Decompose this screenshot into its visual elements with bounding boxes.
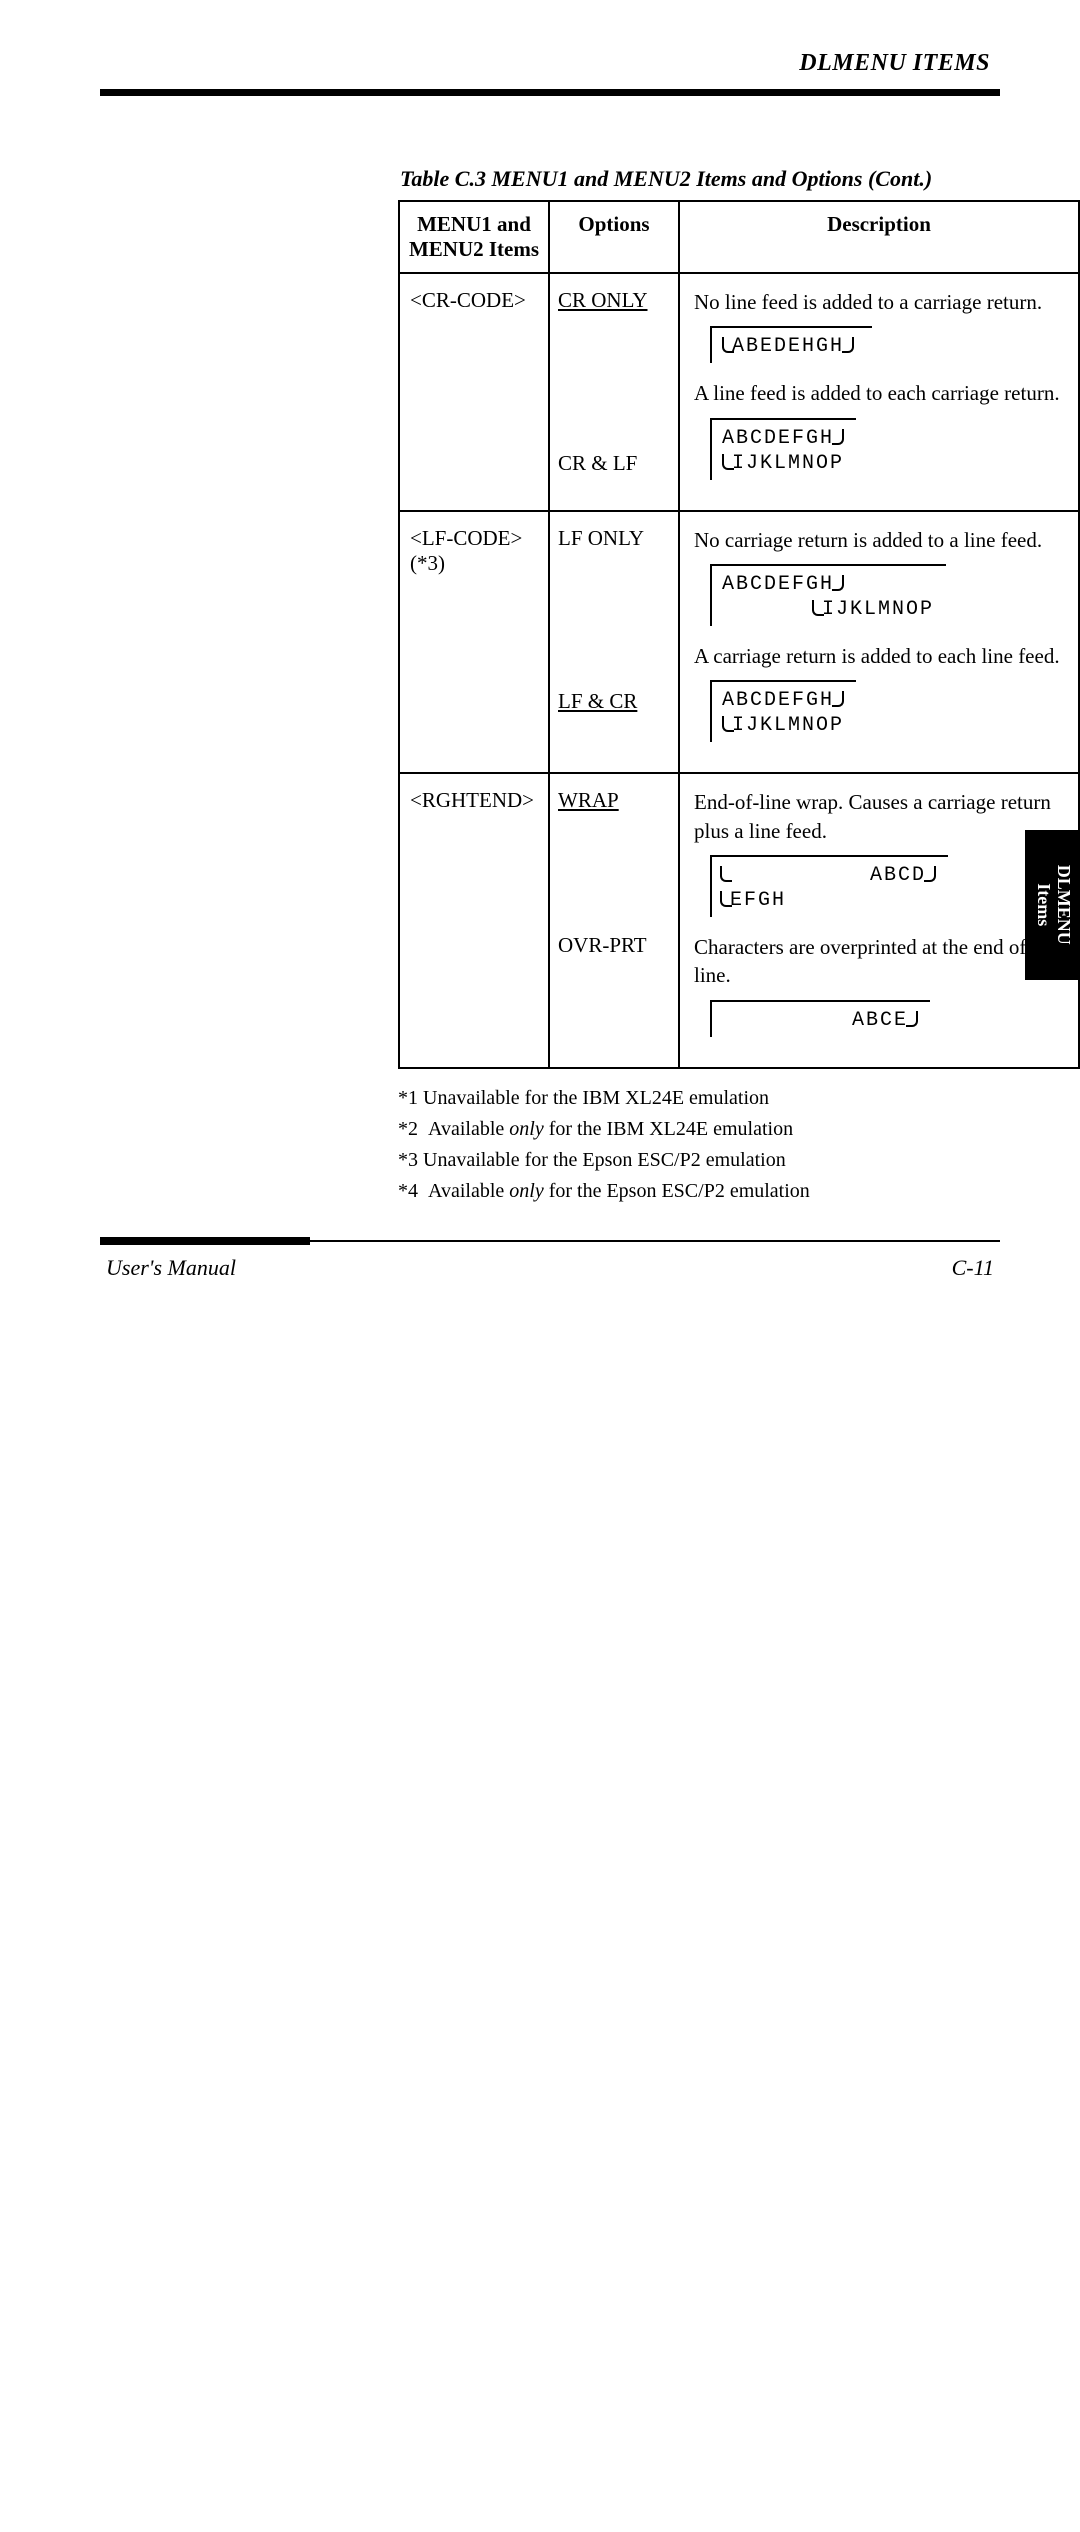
footer-left: User's Manual — [106, 1255, 236, 1281]
figure-text: ABCE — [722, 1008, 918, 1033]
table-row: <RGHTEND> WRAP OVR-PRT End-of-line wrap.… — [399, 773, 1079, 1067]
example-figure: ABCDEFGH IJKLMNOP — [710, 680, 856, 742]
side-tab: DLMENU Items — [1025, 830, 1080, 980]
footnote: *1 Unavailable for the IBM XL24E emulati… — [398, 1083, 1000, 1114]
col-header-items-l2: MENU2 Items — [409, 237, 539, 261]
description-cell: No carriage return is added to a line fe… — [679, 511, 1079, 774]
table-row: <CR-CODE> CR ONLY CR & LF No line feed i… — [399, 273, 1079, 511]
col-header-options: Options — [549, 201, 679, 273]
menu-options-table: MENU1 and MENU2 Items Options Descriptio… — [398, 200, 1080, 1069]
footnote: *2 Available only for the IBM XL24E emul… — [398, 1114, 1000, 1145]
options-cell: LF ONLY LF & CR — [549, 511, 679, 774]
option-description: No carriage return is added to a line fe… — [694, 526, 1066, 554]
option-label: WRAP — [558, 788, 619, 812]
item-name: <CR-CODE> — [410, 288, 526, 312]
table-row: <LF-CODE> (*3) LF ONLY LF & CR No carria… — [399, 511, 1079, 774]
footnote: *3 Unavailable for the Epson ESC/P2 emul… — [398, 1145, 1000, 1176]
option-description: A carriage return is added to each line … — [694, 642, 1066, 670]
option-label: CR & LF — [558, 451, 637, 475]
example-figure: ABEDEHGH — [710, 326, 872, 363]
option-description: A line feed is added to each carriage re… — [694, 379, 1066, 407]
document-page: DLMENU ITEMS Table C.3 MENU1 and MENU2 I… — [0, 0, 1080, 1400]
option-label: CR ONLY — [558, 288, 648, 312]
item-cell: <RGHTEND> — [399, 773, 549, 1067]
figure-text: IJKLMNOP — [722, 597, 934, 622]
side-tab-line2: Items — [1034, 884, 1054, 927]
option-label: OVR-PRT — [558, 933, 647, 957]
example-figure: ABCD EFGH — [710, 855, 948, 917]
option-description: No line feed is added to a carriage retu… — [694, 288, 1066, 316]
col-header-description: Description — [679, 201, 1079, 273]
option-description: Characters are overprinted at the end of… — [694, 933, 1066, 990]
item-name: <RGHTEND> — [410, 788, 534, 812]
description-cell: End-of-line wrap. Causes a carriage retu… — [679, 773, 1079, 1067]
figure-text: ABEDEHGH — [722, 335, 854, 358]
option-label: LF ONLY — [558, 526, 644, 550]
col-header-items-l1: MENU1 and — [417, 212, 531, 236]
figure-text: ABCDEFGH — [722, 689, 844, 712]
option-label: LF & CR — [558, 689, 637, 713]
example-figure: ABCDEFGH IJKLMNOP — [710, 418, 856, 480]
figure-text: EFGH — [720, 888, 936, 913]
figure-text: IJKLMNOP — [722, 451, 844, 476]
footer-rule — [100, 1237, 1000, 1245]
options-cell: CR ONLY CR & LF — [549, 273, 679, 511]
header-rule — [100, 89, 1000, 96]
option-description: End-of-line wrap. Causes a carriage retu… — [694, 788, 1066, 845]
item-name: <LF-CODE> — [410, 526, 522, 550]
table-header-row: MENU1 and MENU2 Items Options Descriptio… — [399, 201, 1079, 273]
figure-text: ABCDEFGH — [722, 573, 844, 596]
footnotes: *1 Unavailable for the IBM XL24E emulati… — [398, 1083, 1000, 1207]
item-note: (*3) — [410, 551, 445, 575]
footnote: *4 Available only for the Epson ESC/P2 e… — [398, 1176, 1000, 1207]
table-caption: Table C.3 MENU1 and MENU2 Items and Opti… — [100, 166, 1000, 192]
example-figure: ABCE — [710, 1000, 930, 1037]
item-cell: <LF-CODE> (*3) — [399, 511, 549, 774]
figure-text: IJKLMNOP — [722, 713, 844, 738]
options-cell: WRAP OVR-PRT — [549, 773, 679, 1067]
item-cell: <CR-CODE> — [399, 273, 549, 511]
example-figure: ABCDEFGH IJKLMNOP — [710, 564, 946, 626]
col-header-items: MENU1 and MENU2 Items — [399, 201, 549, 273]
side-tab-line1: DLMENU — [1053, 865, 1073, 945]
section-header: DLMENU ITEMS — [100, 50, 1000, 77]
figure-text: ABCD — [720, 863, 936, 888]
figure-text: ABCDEFGH — [722, 427, 844, 450]
footer-right: C-11 — [952, 1255, 994, 1281]
description-cell: No line feed is added to a carriage retu… — [679, 273, 1079, 511]
page-footer: User's Manual C-11 — [100, 1255, 1000, 1281]
